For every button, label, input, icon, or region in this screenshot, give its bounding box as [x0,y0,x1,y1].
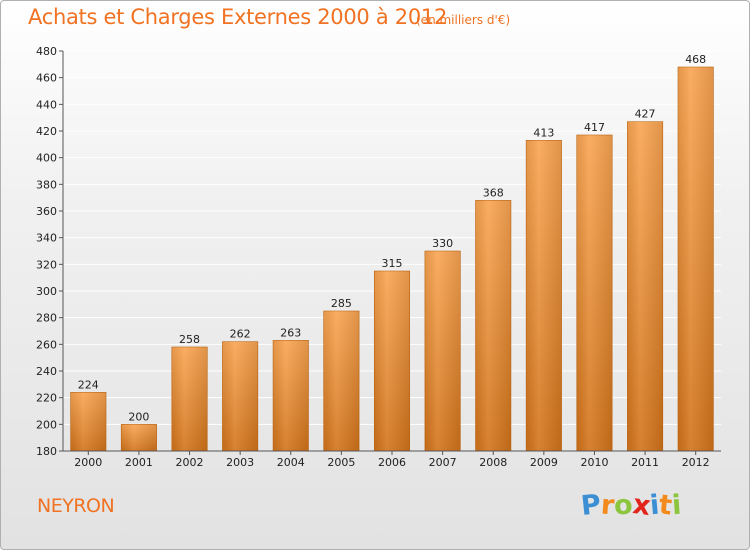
bar-shading [424,251,461,451]
bar-shading [323,311,360,451]
proxiti-logo: Proxiti [579,489,683,522]
y-tick-label: 240 [36,365,57,378]
bar-shading [475,200,511,451]
x-tick-label: 2007 [429,456,457,469]
y-tick-label: 480 [36,45,57,58]
data-label: 368 [483,186,504,199]
data-label: 330 [432,237,453,250]
data-label: 258 [179,333,200,346]
y-tick-label: 360 [36,205,57,218]
x-tick-label: 2004 [277,456,305,469]
x-tick-label: 2012 [682,456,710,469]
place-name: NEYRON [37,495,115,517]
y-tick-label: 440 [36,98,57,111]
bar-shading [121,424,157,451]
y-tick-label: 400 [36,152,57,165]
data-label: 413 [533,126,554,139]
y-tick-label: 280 [36,312,57,325]
x-tick-label: 2005 [327,456,355,469]
data-label: 417 [584,121,605,134]
x-tick-label: 2000 [74,456,102,469]
x-tick-label: 2002 [176,456,204,469]
y-tick-label: 420 [36,125,57,138]
bar-shading [677,67,714,451]
logo-letter: i [671,489,683,522]
data-label: 427 [635,108,656,121]
bar-shading [273,340,309,451]
chart-subtitle: (en milliers d'€) [416,13,511,27]
x-tick-label: 2003 [226,456,254,469]
y-tick-label: 200 [36,418,57,431]
y-tick-label: 320 [36,258,57,271]
bar-shading [171,347,208,451]
data-label: 263 [280,326,301,339]
x-tick-label: 2001 [125,456,153,469]
data-label: 262 [230,328,251,341]
bar-shading [627,121,663,452]
chart-title: Achats et Charges Externes 2000 à 2012 [28,5,448,29]
y-tick-label: 180 [36,445,57,458]
data-label: 224 [78,378,99,391]
bar-shading [526,140,562,452]
data-label: 315 [382,257,403,270]
bar-shading [222,341,258,451]
y-tick-label: 380 [36,178,57,191]
bar-shading [374,271,410,451]
bar-shading [576,135,613,451]
x-tick-label: 2008 [479,456,507,469]
data-label: 285 [331,297,352,310]
y-tick-label: 460 [36,72,57,85]
data-label: 468 [685,53,706,66]
y-tick-label: 300 [36,285,57,298]
logo-letter: P [579,489,603,522]
x-tick-label: 2006 [378,456,406,469]
data-label: 200 [128,410,149,423]
x-tick-label: 2009 [530,456,558,469]
bar-shading [70,392,107,451]
y-tick-label: 260 [36,338,57,351]
y-tick-label: 340 [36,232,57,245]
x-tick-label: 2011 [631,456,659,469]
y-tick-label: 220 [36,392,57,405]
x-tick-label: 2010 [580,456,608,469]
